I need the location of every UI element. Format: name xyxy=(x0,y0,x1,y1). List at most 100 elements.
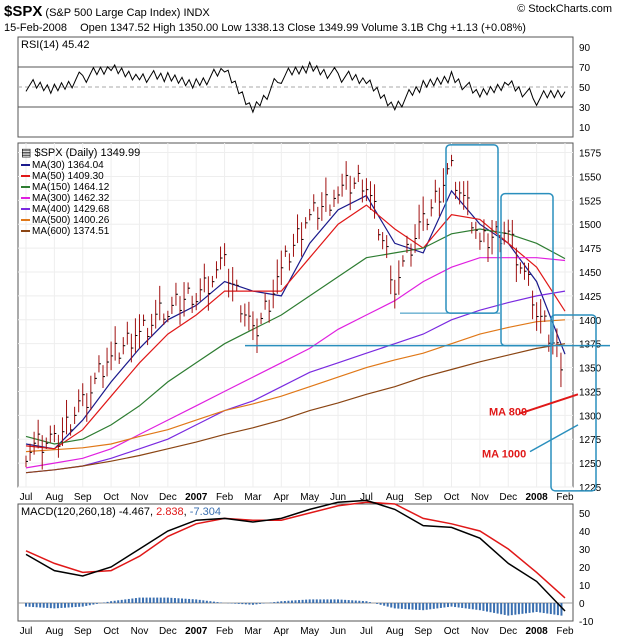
legend-item: MA(400) 1429.68 xyxy=(32,204,110,215)
x-tick-label: Dec xyxy=(499,492,517,503)
x-tick-label: Mar xyxy=(244,492,262,503)
legend-item: MA(600) 1374.51 xyxy=(32,226,110,237)
x-tick-label-bottom: Feb xyxy=(556,626,574,637)
x-tick-label-bottom: May xyxy=(300,626,319,637)
x-tick-label: Apr xyxy=(274,492,290,503)
x-tick-label: Sep xyxy=(74,492,92,503)
rsi-line xyxy=(25,60,566,114)
legend-item: MA(300) 1462.32 xyxy=(32,193,110,204)
x-tick-label: Feb xyxy=(216,492,234,503)
ma-line-7 xyxy=(25,343,566,474)
legend-item: MA(50) 1409.30 xyxy=(32,171,104,182)
x-tick-label: May xyxy=(300,492,319,503)
x-tick-label: Jul xyxy=(360,492,373,503)
ma-line-3 xyxy=(25,228,566,445)
x-tick-label-bottom: Apr xyxy=(274,626,290,637)
x-tick-label-bottom: Oct xyxy=(444,626,460,637)
exchange: INDX xyxy=(183,7,210,19)
macd-tick-label: -10 xyxy=(579,617,594,628)
ma-line-6 xyxy=(25,319,566,453)
price-tick-label: 1350 xyxy=(579,364,602,375)
macd-tick-label: 20 xyxy=(579,563,591,574)
rsi-tick-label: 70 xyxy=(579,63,591,74)
macd-tick-label: 50 xyxy=(579,509,591,520)
x-tick-label: Dec xyxy=(159,492,177,503)
ma1000-annotation: MA 1000 xyxy=(482,449,526,461)
ma-line-5 xyxy=(25,290,566,474)
x-tick-label-bottom: Nov xyxy=(131,626,149,637)
x-tick-label: Oct xyxy=(444,492,460,503)
highlight-box-1 xyxy=(445,144,499,314)
price-tick-label: 1425 xyxy=(579,292,602,303)
macd-label: MACD(120,260,18) -4.467, 2.838, -7.304 xyxy=(21,506,221,518)
x-tick-label-bottom: Jun xyxy=(330,626,346,637)
x-tick-label-bottom: 2008 xyxy=(526,626,549,637)
x-tick-label: Feb xyxy=(556,492,574,503)
x-tick-label: Nov xyxy=(131,492,149,503)
macd-line xyxy=(25,499,566,612)
ma-line-2 xyxy=(25,204,566,450)
x-tick-label-bottom: Mar xyxy=(244,626,262,637)
price-tick-label: 1500 xyxy=(579,220,602,231)
x-tick-label: Jun xyxy=(330,492,346,503)
chart-date-quote: 15-Feb-2008 Open 1347.52 High 1350.00 Lo… xyxy=(4,22,526,34)
x-tick-label: Aug xyxy=(386,492,404,503)
price-tick-label: 1325 xyxy=(579,387,602,398)
x-tick-label-bottom: Feb xyxy=(216,626,234,637)
price-tick-label: 1300 xyxy=(579,411,602,422)
rsi-tick-label: 90 xyxy=(579,43,591,54)
price-tick-label: 1275 xyxy=(579,435,602,446)
x-tick-label: Nov xyxy=(471,492,489,503)
x-tick-label-bottom: Jul xyxy=(20,626,33,637)
price-tick-label: 1550 xyxy=(579,172,602,183)
ma-line-4 xyxy=(25,257,566,469)
x-tick-label-bottom: Aug xyxy=(45,626,63,637)
legend-item: MA(30) 1364.04 xyxy=(32,160,104,171)
price-tick-label: 1475 xyxy=(579,244,602,255)
x-tick-label-bottom: 2007 xyxy=(185,626,208,637)
price-tick-label: 1225 xyxy=(579,483,602,494)
macd-signal-line xyxy=(25,501,566,599)
highlight-box-2 xyxy=(500,192,554,347)
x-tick-label: 2007 xyxy=(185,492,208,503)
x-tick-label: Aug xyxy=(45,492,63,503)
price-tick-label: 1400 xyxy=(579,316,602,327)
symbol: $SPX xyxy=(4,3,43,20)
rsi-label: RSI(14) 45.42 xyxy=(21,39,89,51)
chart-header: $SPX (S&P 500 Large Cap Index) INDX xyxy=(4,3,210,20)
macd-tick-label: 30 xyxy=(579,545,591,556)
macd-tick-label: 40 xyxy=(579,527,591,538)
price-title-label: ▤ $SPX (Daily) 1349.99 xyxy=(21,147,140,159)
rsi-tick-label: 10 xyxy=(579,123,591,134)
ma1000-line xyxy=(529,424,579,453)
x-tick-label: Sep xyxy=(414,492,432,503)
quote: Open 1347.52 High 1350.00 Low 1338.13 Cl… xyxy=(80,22,526,34)
symbol-name: (S&P 500 Large Cap Index) xyxy=(45,7,181,19)
x-tick-label-bottom: Oct xyxy=(103,626,119,637)
date: 15-Feb-2008 xyxy=(4,22,67,34)
price-tick-label: 1450 xyxy=(579,268,602,279)
x-tick-label-bottom: Nov xyxy=(471,626,489,637)
legend-item: MA(150) 1464.12 xyxy=(32,182,110,193)
x-tick-label-bottom: Dec xyxy=(159,626,177,637)
x-tick-label: 2008 xyxy=(526,492,549,503)
price-tick-label: 1525 xyxy=(579,196,602,207)
ma800-line xyxy=(519,393,579,415)
x-tick-label-bottom: Sep xyxy=(74,626,92,637)
ma800-annotation: MA 800 xyxy=(489,406,527,418)
price-tick-label: 1250 xyxy=(579,459,602,470)
rsi-tick-label: 50 xyxy=(579,83,591,94)
price-tick-label: 1575 xyxy=(579,149,602,160)
macd-tick-label: 0 xyxy=(579,599,585,610)
rsi-tick-label: 30 xyxy=(579,103,591,114)
x-tick-label-bottom: Dec xyxy=(499,626,517,637)
brand-text: © StockCharts.com xyxy=(517,3,612,15)
x-tick-label-bottom: Sep xyxy=(414,626,432,637)
x-tick-label: Oct xyxy=(103,492,119,503)
macd-tick-label: 10 xyxy=(579,581,591,592)
legend-item: MA(500) 1400.26 xyxy=(32,215,110,226)
x-tick-label-bottom: Jul xyxy=(360,626,373,637)
x-tick-label: Jul xyxy=(20,492,33,503)
